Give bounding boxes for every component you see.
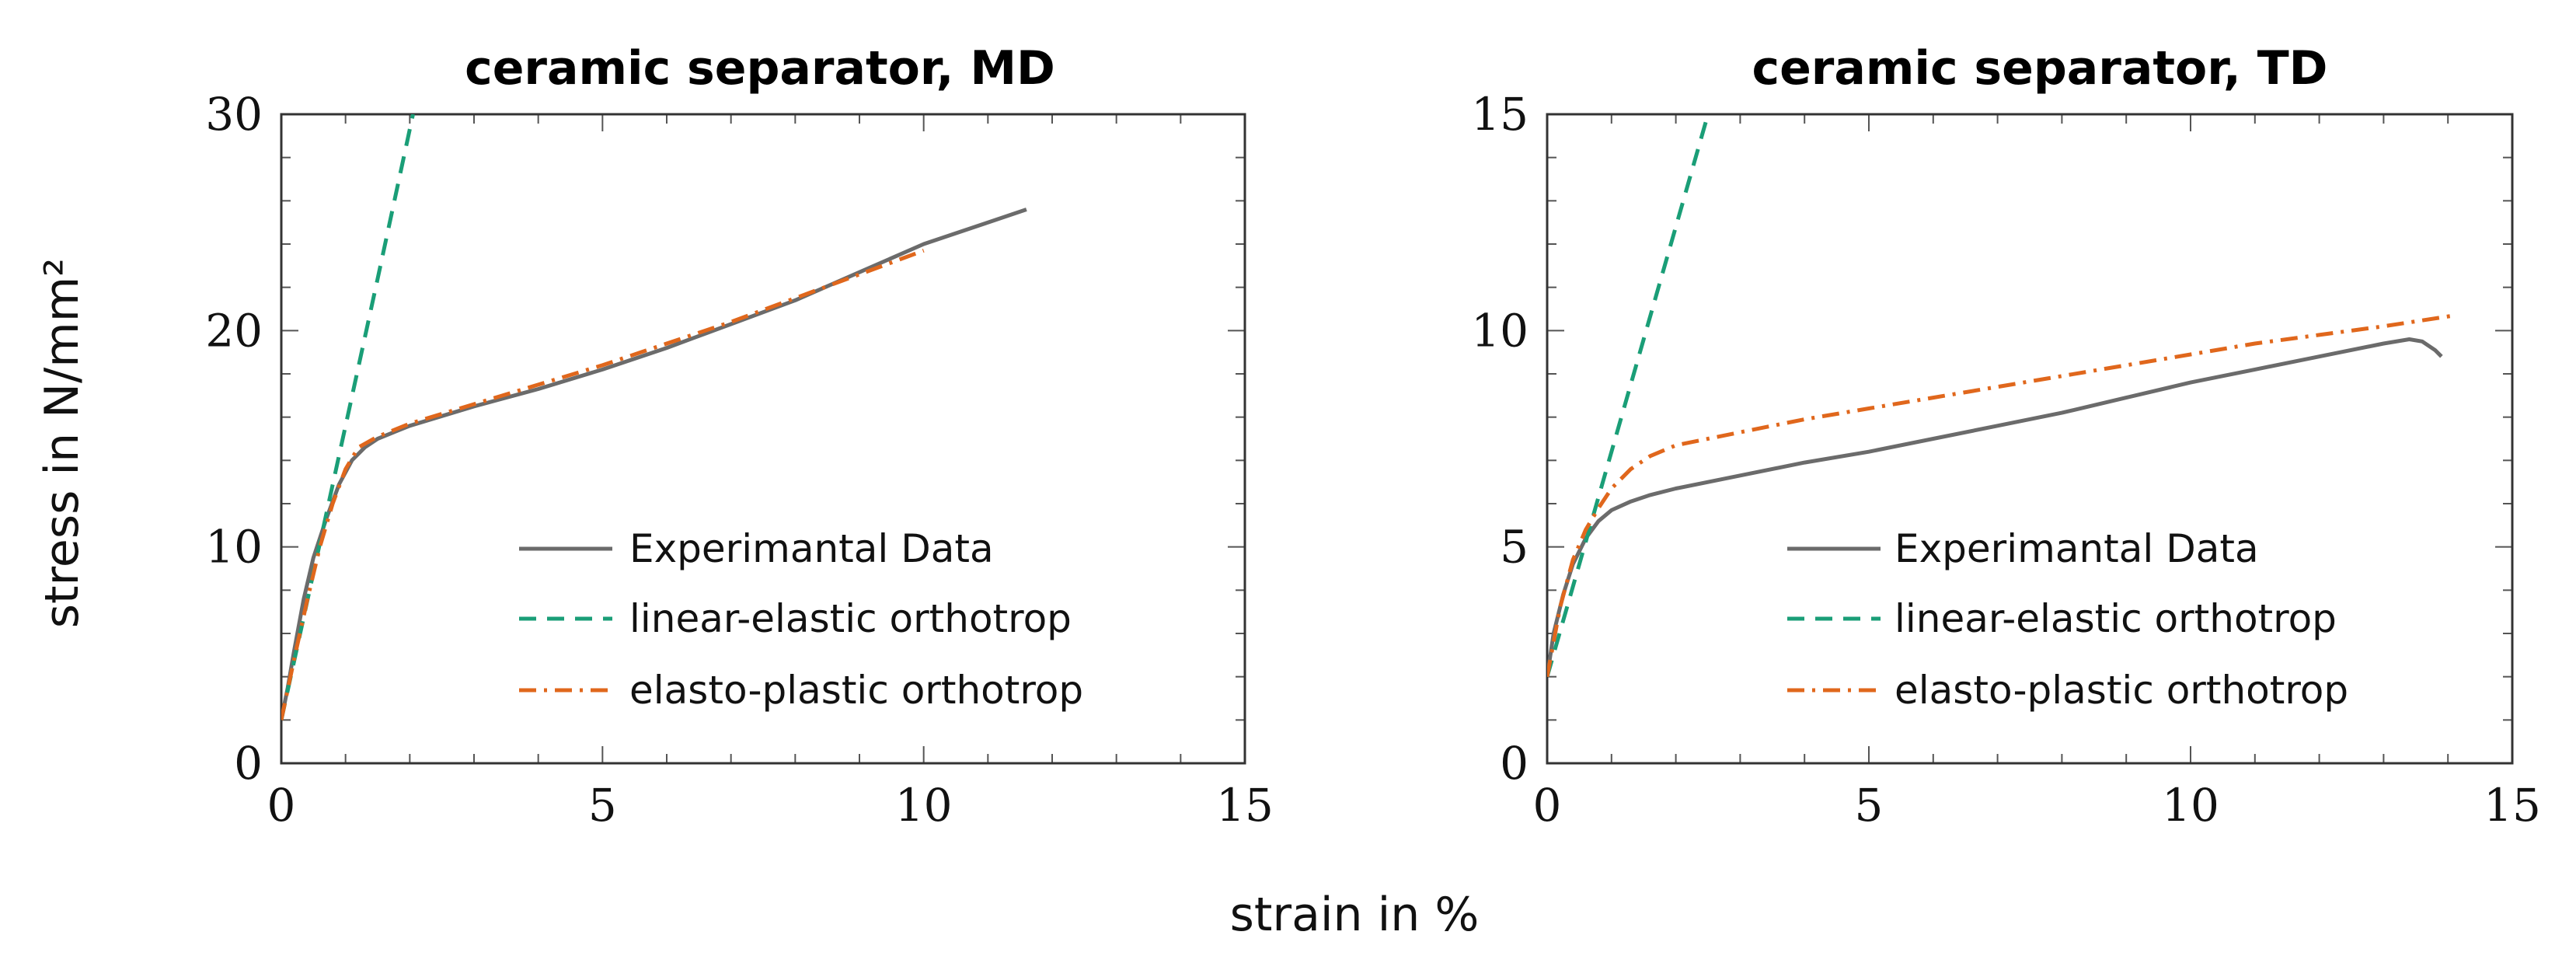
y-tick-label: 15 [1471,88,1529,141]
y-axis-label: stress in N/mm² [35,258,89,628]
legend-label-elasto-plastic: elasto-plastic orthotrop [1895,668,2348,713]
x-tick-label: 5 [588,779,617,832]
legend-label-experimental: Experimantal Data [1895,526,2259,571]
x-tick-label: 15 [1216,779,1274,832]
series-line-linear-elastic [281,114,415,721]
series-line-experimental [281,208,1027,721]
y-tick-label: 10 [205,521,263,574]
series-line-elasto-plastic [281,249,925,721]
x-tick-label: 10 [895,779,953,832]
chart-td: ceramic separator, TD 0 5 10 15 0 5 10 15 Exper… [1471,41,2541,832]
chart-md-frame [280,113,1246,765]
chart-td-title: ceramic separator, TD [1752,41,2328,96]
x-axis-label: strain in % [1230,888,1480,942]
series-line-linear-elastic [1547,114,1710,678]
y-tick-label: 30 [205,88,263,141]
chart-td-legend: Experimantal Data linear-elastic orthotr… [1787,526,2348,713]
legend-label-linear-elastic: linear-elastic orthotrop [1895,596,2337,641]
chart-md-title: ceramic separator, MD [465,41,1055,96]
x-tick-label: 5 [1855,779,1884,832]
y-tick-label: 0 [234,737,263,790]
chart-td-frame [1546,113,2514,765]
chart-td-plot-area: 0 5 10 15 0 5 10 15 [1471,88,2541,832]
chart-md-legend: Experimantal Data linear-elastic orthotr… [519,526,1083,713]
y-tick-label: 10 [1471,304,1529,357]
y-tick-label: 20 [205,304,263,357]
legend-label-experimental: Experimantal Data [629,526,994,571]
x-tick-label: 0 [1533,779,1562,832]
legend-label-elasto-plastic: elasto-plastic orthotrop [629,668,1083,713]
y-tick-label: 5 [1500,521,1529,574]
chart-md-plot-area: 0 5 10 15 0 10 20 30 [205,88,1274,832]
x-tick-label: 15 [2484,779,2541,832]
x-tick-label: 0 [267,779,296,832]
y-tick-label: 0 [1500,737,1529,790]
chart-md: ceramic separator, MD 0 5 10 15 0 10 20 30 Expe… [205,41,1274,832]
x-tick-label: 10 [2162,779,2219,832]
legend-label-linear-elastic: linear-elastic orthotrop [629,596,1072,641]
